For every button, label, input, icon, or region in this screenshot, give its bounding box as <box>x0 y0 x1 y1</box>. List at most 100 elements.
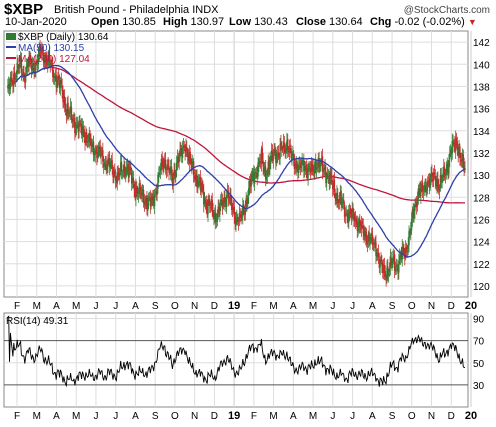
candle-body <box>25 65 28 73</box>
candle-body <box>74 117 76 133</box>
symbol: $XBP <box>4 1 44 18</box>
candle-body <box>288 147 291 154</box>
candle-body <box>328 175 330 184</box>
rsi-x-tick-label: J <box>350 411 355 422</box>
candle-body <box>410 219 413 231</box>
candle-body <box>308 166 310 167</box>
candle-body <box>183 145 185 149</box>
candle-body <box>253 173 256 184</box>
candle-body <box>125 168 128 173</box>
candle-body <box>54 76 57 78</box>
candle-body <box>202 186 204 191</box>
candle-body <box>377 252 380 258</box>
candle-body <box>423 185 425 192</box>
candle-body <box>258 161 260 165</box>
candle-body <box>24 76 26 83</box>
candle-body <box>439 175 442 189</box>
candle-body <box>312 166 314 172</box>
candle-body <box>237 222 240 224</box>
candle-body <box>19 58 22 64</box>
price-x-tick-label: A <box>53 301 60 312</box>
candle-body <box>352 207 354 213</box>
candle-body <box>253 172 255 183</box>
candle-body <box>218 206 220 214</box>
candle-body <box>374 243 376 245</box>
candle-body <box>120 161 123 172</box>
candle-body <box>63 95 65 103</box>
candle-body <box>249 179 252 187</box>
ma200-line <box>23 66 465 204</box>
candle-body <box>343 199 345 204</box>
candle-body <box>324 166 326 171</box>
candle-body <box>165 171 168 173</box>
rsi-x-tick-label: D <box>448 411 455 422</box>
price-x-tick-label: D <box>211 301 218 312</box>
candle-body <box>272 152 275 161</box>
rsi-y-tick-label: 30 <box>473 381 485 392</box>
close-label: Close <box>296 16 326 28</box>
candle-body <box>394 267 397 273</box>
candle-body <box>261 147 263 161</box>
candle-body <box>107 158 109 167</box>
candle-body <box>21 73 23 75</box>
candle-body <box>119 172 121 178</box>
candle-body <box>457 151 459 156</box>
candle-body <box>63 96 66 106</box>
candle-body <box>97 145 100 153</box>
candle-body <box>382 264 385 274</box>
candle-body <box>71 118 74 121</box>
candle-body <box>127 164 129 177</box>
candle-body <box>315 168 318 170</box>
candle-body <box>225 194 228 208</box>
candle-body <box>232 207 235 212</box>
candle-body <box>314 161 316 174</box>
candle-body <box>353 213 355 221</box>
candle-body <box>86 132 88 140</box>
candle-body <box>316 166 319 169</box>
candle-body <box>136 190 139 194</box>
candle-body <box>301 159 303 165</box>
candle-body <box>134 188 136 198</box>
candle-body <box>251 173 253 181</box>
price-y-tick-label: 124 <box>473 238 490 249</box>
candle-body <box>23 72 25 75</box>
candle-body <box>365 232 367 238</box>
candle-body <box>391 261 393 264</box>
candle-body <box>75 124 78 128</box>
candle-body <box>109 161 112 169</box>
candle-body <box>33 68 35 73</box>
candle-body <box>262 160 264 167</box>
candle-body <box>167 164 169 166</box>
candle-body <box>59 80 62 88</box>
candle-body <box>448 160 450 175</box>
candle-body <box>177 157 180 164</box>
candle-body <box>7 85 9 89</box>
candle-body <box>315 160 317 169</box>
price-y-tick-label: 128 <box>473 193 490 204</box>
candle-body <box>91 143 94 146</box>
candle-body <box>390 257 392 266</box>
candle-body <box>376 253 379 255</box>
candle-body <box>41 48 43 53</box>
candle-body <box>292 155 295 160</box>
candle-body <box>415 203 418 208</box>
candle-body <box>185 146 187 152</box>
candle-body <box>311 163 314 168</box>
candle-body <box>378 259 381 268</box>
candle-body <box>368 232 370 241</box>
candle-body <box>392 258 394 263</box>
candle-body <box>410 229 412 233</box>
candle-body <box>432 172 435 180</box>
candle-body <box>230 195 232 200</box>
candle-body <box>248 179 251 190</box>
candle-body <box>219 206 221 215</box>
price-x-tick-label: 20 <box>465 300 477 312</box>
candle-body <box>231 199 233 211</box>
candle-body <box>306 171 308 178</box>
rsi-x-tick-label: F <box>14 411 20 422</box>
candle-body <box>434 176 437 181</box>
high-label: High <box>163 16 188 28</box>
candle-body <box>209 206 212 208</box>
candle-body <box>78 123 80 132</box>
candle-body <box>256 173 258 178</box>
